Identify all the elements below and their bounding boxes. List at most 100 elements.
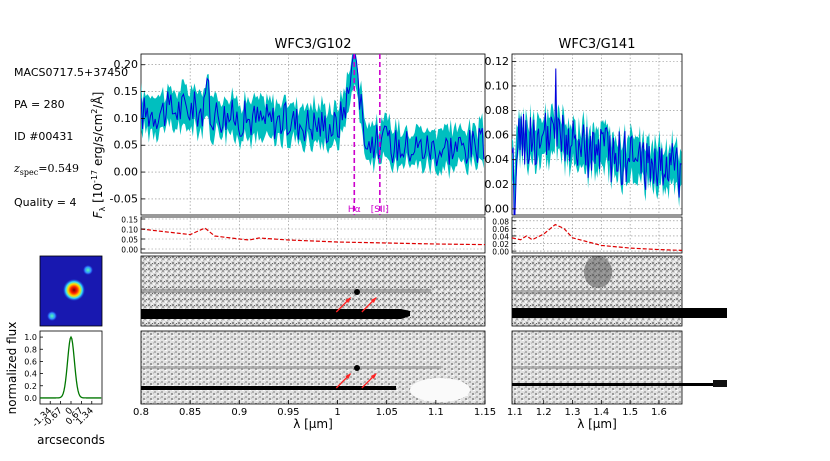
g102-ytick-label: 0.05 <box>114 139 139 152</box>
right-xaxis-tick-label: 1.4 <box>593 407 609 418</box>
c102-ytick-label: 0.00 <box>121 246 138 255</box>
profile-xticks: -1.34-0.67 00.671.34 <box>31 401 96 430</box>
g141-2d-bot-frame <box>511 330 683 405</box>
z-symbol: z <box>14 162 20 175</box>
c141-ytick-label: 0.06 <box>492 225 509 234</box>
g102-2d-bot-ha-blob <box>354 365 360 371</box>
g102-2d-spectrum-top <box>140 255 486 327</box>
left-xaxis-tick-label: 1.1 <box>428 407 444 418</box>
c141-ytick-label: 0.02 <box>492 240 509 249</box>
g102-2d-top-frame <box>140 255 486 327</box>
g141-2d-bot-trace <box>512 383 727 386</box>
g141-yticks: 0.00 0.02 0.04 0.06 0.08 0.10 0.12 <box>485 55 516 215</box>
thumbnail-source-lower <box>47 311 57 321</box>
flux-ylabel-sub: λ <box>98 206 107 211</box>
g141-ytick-label: 0.08 <box>485 104 510 117</box>
g141-2d-top-trace <box>512 308 727 318</box>
emission-arrow-head <box>370 297 377 303</box>
g141-plot-area <box>512 68 682 215</box>
g141-ytick-label: 0.02 <box>485 178 510 191</box>
g102-spectrum-panel: -0.050.000.050.100.150.20 Hα [SII] <box>110 53 486 216</box>
emission-arrow-head <box>345 297 352 303</box>
g102-title: WFC3/G102 <box>275 37 352 52</box>
g141-ytick-label: 0.04 <box>485 153 510 166</box>
g102-2d-bot-white-patch <box>410 378 470 402</box>
left-xaxis-tick-label: 1.15 <box>474 407 496 418</box>
c102-plot-area <box>141 227 485 246</box>
g141-2d-bot-faint-trace <box>512 366 682 369</box>
g141-ytick-label: 0.12 <box>485 55 510 68</box>
g141-ytick-label: 0.06 <box>485 129 510 142</box>
spatial-profile-panel: 0.0 0.2 0.4 0.6 0.8 1.0 -1.34-0.67 00.671.34 <box>24 330 103 430</box>
profile-xtick-label: 0 <box>64 406 75 417</box>
emission-arrow-head <box>345 373 352 379</box>
right-xaxis-tick-label: 1.1 <box>507 407 523 418</box>
c141-ytick-label: 0.08 <box>492 217 509 226</box>
right-xaxis-tick-label: 1.6 <box>651 407 667 418</box>
profile-xlabel: arcseconds <box>37 433 105 447</box>
c102-contam-line <box>141 227 485 246</box>
g102-xaxis: 0.8 0.85 0.9 0.95 1 1.05 1.1 1.15 <box>133 400 496 418</box>
flux-ylabel-f: F <box>91 210 105 218</box>
g102-contamination-panel: 0.000.050.100.15 <box>121 216 486 255</box>
c141-frame <box>511 216 683 254</box>
profile-ytick-label: 0.2 <box>24 382 37 391</box>
g141-ytick-label: 0.00 <box>485 202 510 215</box>
g102-ytick-label: 0.10 <box>114 112 139 125</box>
g102-2d-bot-trace <box>141 386 396 390</box>
left-xaxis-tick-label: 0.8 <box>133 407 149 418</box>
c141-plot-area <box>512 223 682 251</box>
left-xaxis-tick-label: 0.95 <box>277 407 299 418</box>
g141-2d-spectrum-top <box>511 255 727 327</box>
thumbnail-main-source <box>63 279 85 301</box>
object-id: ID #00431 <box>14 130 74 143</box>
g102-xlabel: λ [μm] <box>293 417 333 431</box>
z-sub: spec <box>19 168 39 178</box>
g102-2d-spectrum-bottom <box>140 330 486 405</box>
quality-flag: Quality = 4 <box>14 196 77 209</box>
profile-curve <box>40 335 102 399</box>
left-xaxis-tick-label: 1.05 <box>376 407 398 418</box>
position-angle: PA = 280 <box>14 98 65 111</box>
profile-plot-area <box>40 335 102 399</box>
g102-2d-top-ha-blob <box>354 289 360 295</box>
profile-ytick-label: 0.6 <box>24 357 37 366</box>
g141-flux-line <box>512 68 682 215</box>
c141-ytick-label: 0.04 <box>492 232 509 241</box>
flux-ylabel-end: /Å] <box>90 92 105 109</box>
left-xaxis-tick-label: 0.85 <box>179 407 201 418</box>
g102-ytick-label: 0.20 <box>114 58 139 71</box>
left-xaxis-tick-label: 0.9 <box>231 407 247 418</box>
g141-xaxis: 1.1 1.2 1.3 1.4 1.5 1.6 <box>507 400 667 418</box>
g141-title: WFC3/G141 <box>559 37 636 52</box>
direct-image-thumbnail <box>39 255 103 327</box>
right-xaxis-tick-label: 1.5 <box>622 407 638 418</box>
g102-ytick-label: 0.15 <box>114 85 139 98</box>
c102-ytick-label: 0.15 <box>121 216 138 225</box>
c102-yticks: 0.000.050.100.15 <box>121 216 145 255</box>
profile-ytick-label: 0.8 <box>24 345 37 354</box>
g141-xlabel: λ [μm] <box>577 417 617 431</box>
g141-spectrum-panel: 0.00 0.02 0.04 0.06 0.08 0.10 0.12 <box>485 53 683 216</box>
c102-ytick-label: 0.05 <box>121 236 138 245</box>
profile-ytick-label: 0.0 <box>24 394 37 403</box>
g102-flux-line <box>141 54 485 167</box>
c141-yticks: 0.000.020.040.060.08 <box>492 217 516 257</box>
c141-ytick-label: 0.00 <box>492 248 509 257</box>
c102-ytick-label: 0.10 <box>121 226 138 235</box>
g102-ytick-label: -0.05 <box>110 192 138 205</box>
g141-ytick-label: 0.10 <box>485 79 510 92</box>
z-value: =0.549 <box>38 162 79 175</box>
left-xaxis-tick-label: 1 <box>334 407 340 418</box>
spec-redshift: zspec=0.549 <box>14 162 79 177</box>
flux-ylabel-units: erg/s/cm <box>91 114 105 170</box>
g102-2d-bot-faint-trace <box>141 366 441 369</box>
right-xaxis-tick-label: 1.3 <box>565 407 581 418</box>
profile-yticks: 0.0 0.2 0.4 0.6 0.8 1.0 <box>24 333 43 403</box>
flux-ylabel-exp: -17 <box>90 170 99 183</box>
flux-ylabel: Fλ [10-17 erg/s/cm2/Å] <box>90 92 107 219</box>
g102-plot-area <box>141 54 485 180</box>
emission-arrows <box>335 297 377 389</box>
g141-2d-bot-trace-knot <box>713 380 727 387</box>
